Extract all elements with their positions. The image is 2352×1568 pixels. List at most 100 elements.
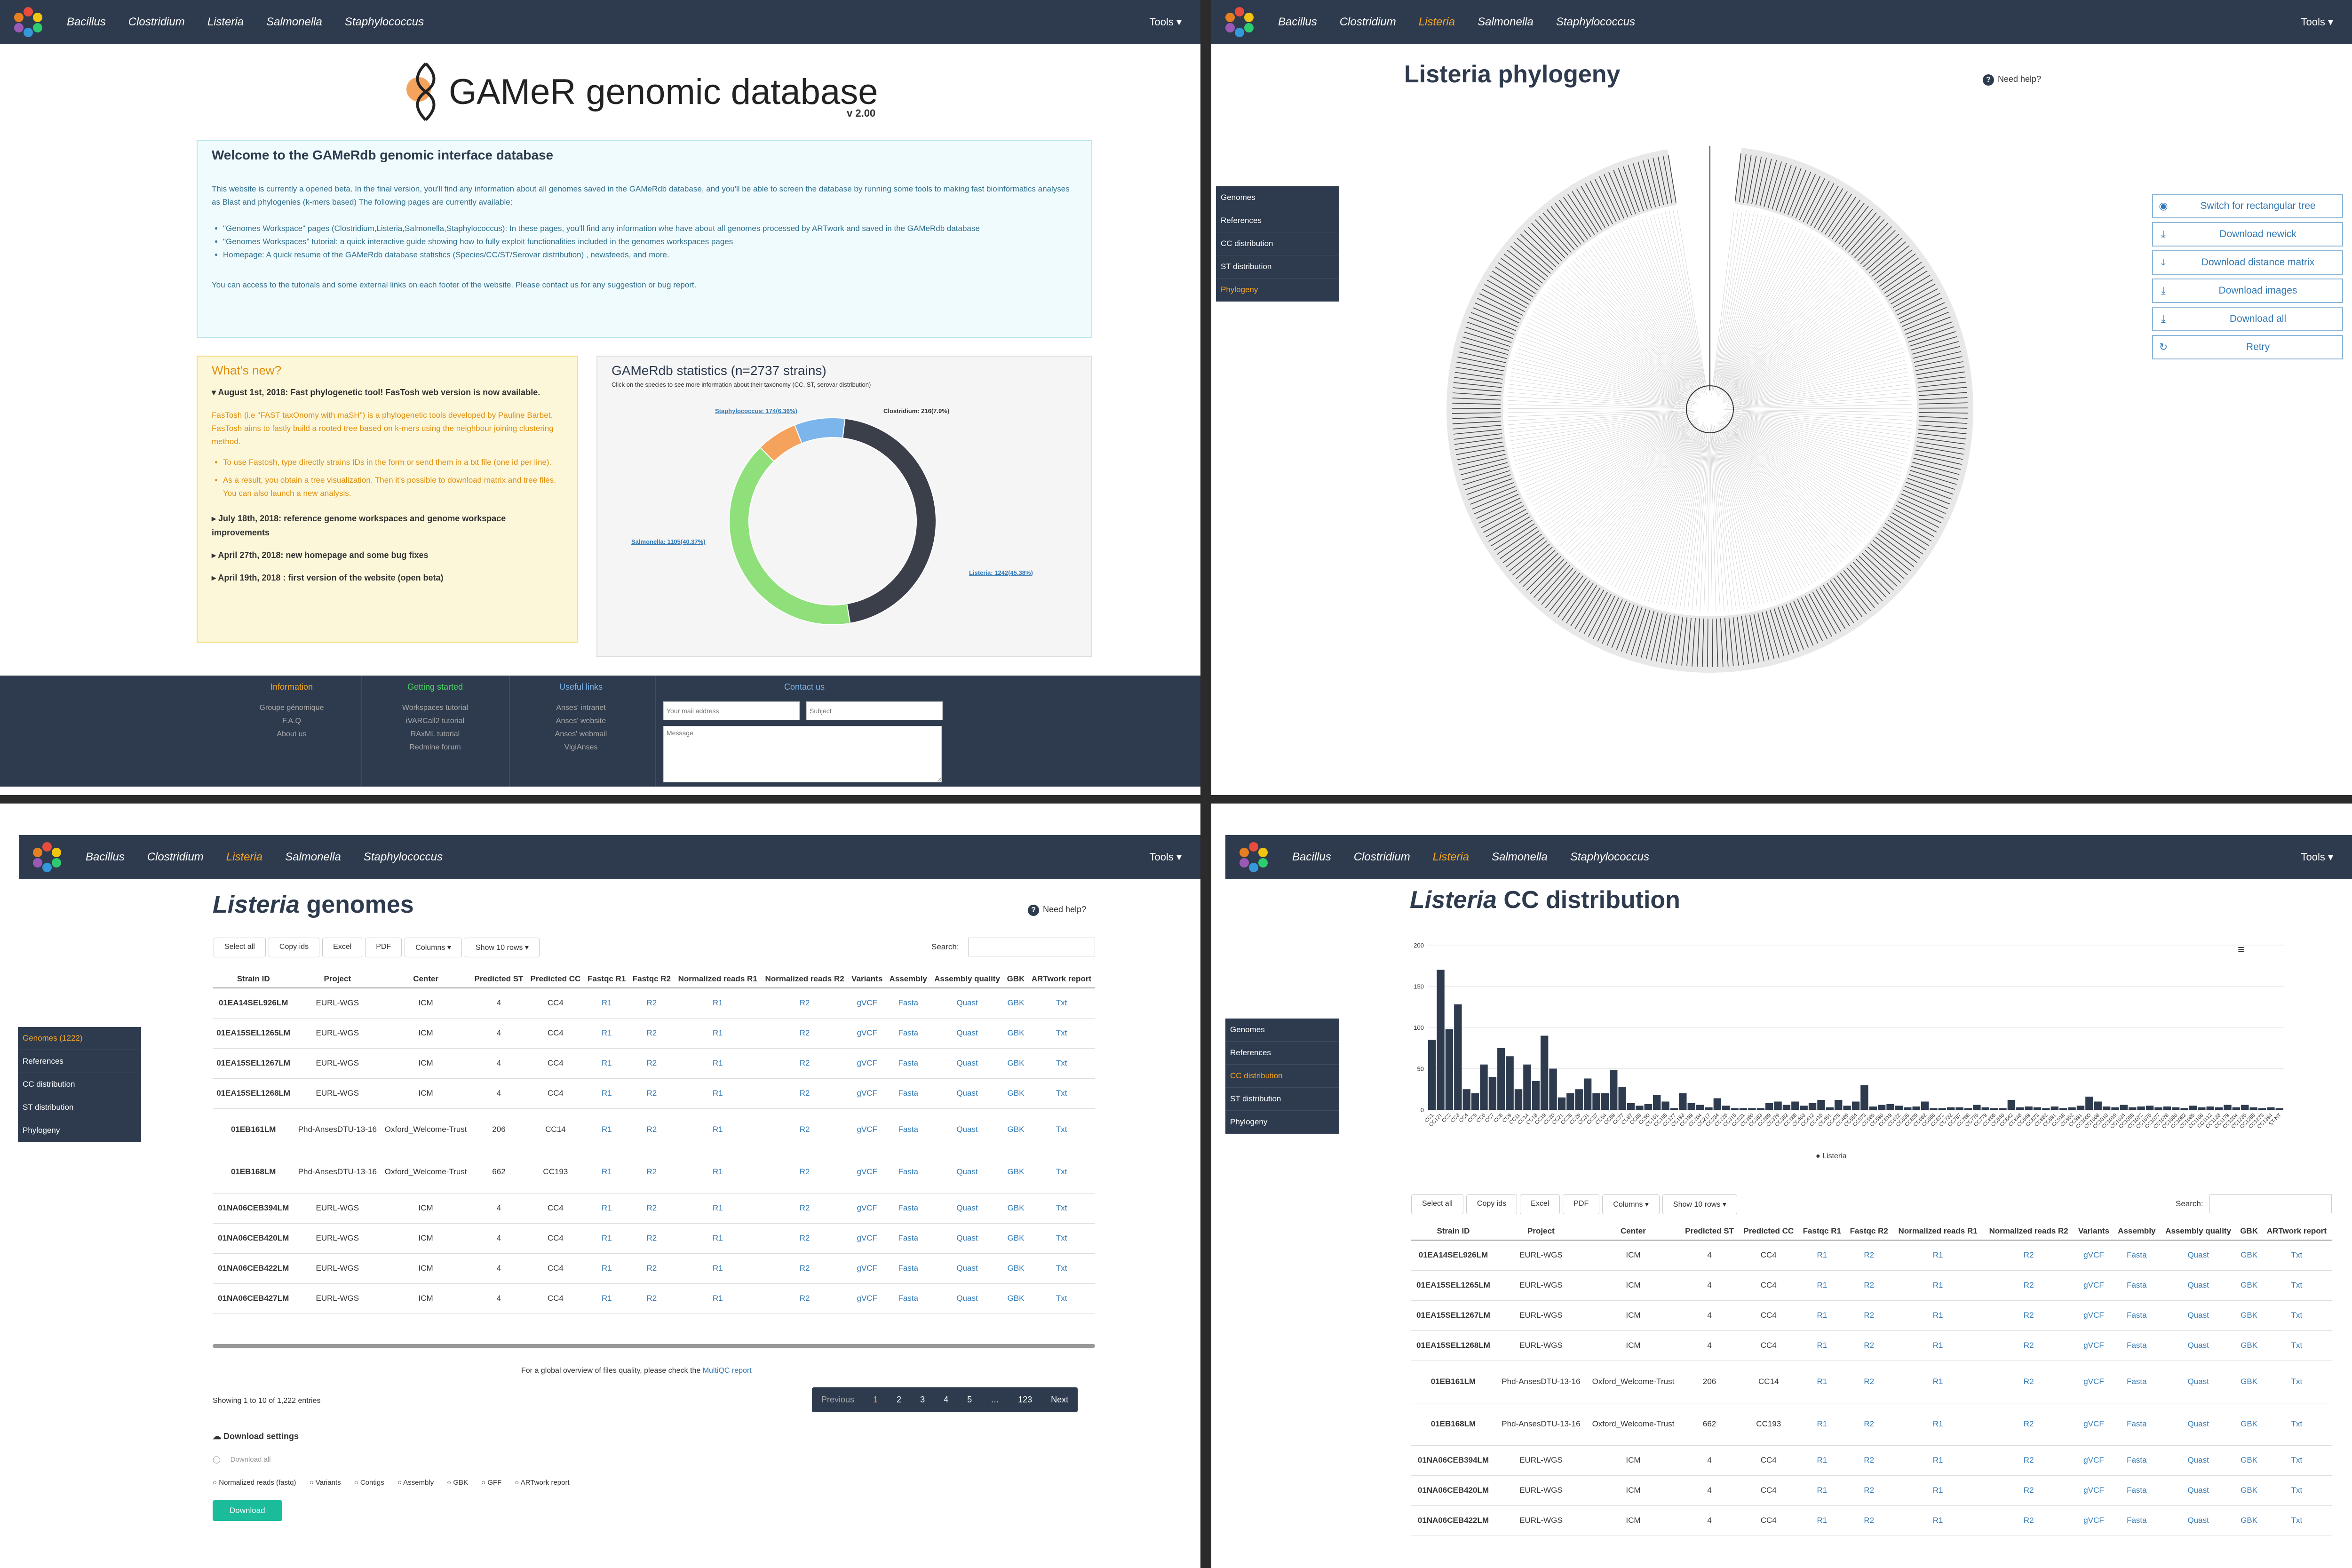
side-item-references[interactable]: References: [1216, 209, 1339, 232]
cell-link[interactable]: Txt: [2261, 1505, 2332, 1536]
bar[interactable]: [1981, 1107, 1989, 1110]
cell-link[interactable]: Quast: [2160, 1240, 2237, 1271]
bar[interactable]: [2258, 1108, 2266, 1110]
nav-clostridium[interactable]: Clostridium: [147, 851, 204, 863]
cell-link[interactable]: Txt: [1028, 1253, 1095, 1284]
gamer-logo-icon[interactable]: [32, 842, 62, 872]
cell-link[interactable]: Quast: [930, 1078, 1004, 1109]
column-header[interactable]: Variants: [2074, 1223, 2114, 1241]
cell-link[interactable]: R2: [1983, 1270, 2074, 1301]
search-input[interactable]: [2209, 1194, 2332, 1213]
column-header[interactable]: Center: [381, 971, 471, 988]
table-row[interactable]: 01EA15SEL1265LM EURL-WGS ICM 4 CC4 R1 R2 R1 R2 gV…: [1411, 1270, 2332, 1301]
cell-link[interactable]: R1: [674, 988, 762, 1019]
cell-link[interactable]: Fasta: [886, 1108, 931, 1151]
cc-bar-chart[interactable]: 050100150200CC1CC121CC2CC3CC4CC5CC6CC7CC…: [1409, 936, 2303, 1152]
switch-tree-button[interactable]: ◉ Switch for rectangular tree: [2152, 194, 2343, 218]
column-header[interactable]: Variants: [848, 971, 886, 988]
phylogenetic-tree[interactable]: [1437, 136, 1983, 682]
multiqc-link[interactable]: MultiQC report: [702, 1367, 752, 1375]
cell-link[interactable]: GBK: [1003, 1193, 1028, 1224]
table-row[interactable]: 01EB168LM Phd-AnsesDTU-13-16 Oxford_Welcom…: [1411, 1403, 2332, 1446]
cell-link[interactable]: Txt: [1028, 1108, 1095, 1151]
column-header[interactable]: Project: [294, 971, 381, 988]
bar[interactable]: [1843, 1106, 1851, 1110]
cell-link[interactable]: R2: [761, 1193, 849, 1224]
news-item[interactable]: ▸ July 18th, 2018: reference genome work…: [212, 514, 506, 537]
cell-link[interactable]: R2: [1845, 1403, 1893, 1446]
bar[interactable]: [1497, 1048, 1505, 1110]
cell-link[interactable]: GBK: [1003, 1108, 1028, 1151]
cell-link[interactable]: Quast: [930, 1151, 1004, 1194]
bar[interactable]: [1800, 1106, 1808, 1110]
cell-link[interactable]: R1: [1798, 1403, 1846, 1446]
nav-clostridium[interactable]: Clostridium: [1353, 851, 1410, 863]
cell-link[interactable]: Quast: [2160, 1445, 2237, 1476]
cell-link[interactable]: R1: [674, 1048, 762, 1079]
cell-link[interactable]: Txt: [2261, 1403, 2332, 1446]
cell-link[interactable]: R2: [1983, 1361, 2074, 1403]
bar[interactable]: [1618, 1087, 1626, 1110]
bar[interactable]: [1930, 1108, 1938, 1110]
cell-link[interactable]: Txt: [2261, 1445, 2332, 1476]
bar[interactable]: [1739, 1108, 1748, 1110]
column-header[interactable]: GBK: [1003, 971, 1028, 988]
pdf-button[interactable]: PDF: [1563, 1194, 1600, 1214]
cell-link[interactable]: R2: [1845, 1505, 1893, 1536]
retry-button[interactable]: ↻ Retry: [2152, 335, 2343, 359]
cell-link[interactable]: R1: [584, 1223, 629, 1254]
table-row[interactable]: 01EA15SEL1267LM EURL-WGS ICM 4 CC4 R1 R2 R1 R2 gV…: [1411, 1300, 2332, 1331]
column-header[interactable]: ARTwork report: [2261, 1223, 2332, 1241]
bar[interactable]: [1583, 1078, 1592, 1110]
bar[interactable]: [1540, 1035, 1549, 1110]
gamer-logo-icon[interactable]: [1239, 842, 1269, 872]
cell-link[interactable]: R1: [1892, 1403, 1984, 1446]
column-header[interactable]: Strain ID: [213, 971, 294, 988]
page-button[interactable]: 123: [1018, 1395, 1033, 1404]
bar[interactable]: [1964, 1108, 1972, 1110]
cell-link[interactable]: gVCF: [848, 1223, 886, 1254]
news-item[interactable]: ▾ August 1st, 2018: Fast phylogenetic to…: [212, 388, 540, 397]
cell-link[interactable]: Fasta: [2113, 1445, 2160, 1476]
chart-menu-icon[interactable]: ≡: [2238, 942, 2245, 956]
bar[interactable]: [1428, 1040, 1436, 1110]
cell-link[interactable]: GBK: [1003, 1018, 1028, 1049]
cell-link[interactable]: R1: [1798, 1475, 1846, 1506]
cell-link[interactable]: Txt: [2261, 1270, 2332, 1301]
nav-clostridium[interactable]: Clostridium: [1339, 16, 1396, 28]
cell-link[interactable]: R1: [1798, 1361, 1846, 1403]
cell-link[interactable]: Quast: [930, 988, 1004, 1019]
footer-link[interactable]: Anses' website: [556, 717, 606, 725]
download-matrix-button[interactable]: ⤓ Download distance matrix: [2152, 250, 2343, 275]
footer-link[interactable]: About us: [277, 730, 307, 738]
donut-label-clostridium[interactable]: Clostridium: 216(7.9%): [883, 407, 950, 414]
tools-menu[interactable]: Tools ▾: [2301, 851, 2333, 863]
nav-bacillus[interactable]: Bacillus: [67, 16, 106, 28]
column-header[interactable]: Center: [1586, 1223, 1680, 1241]
bar[interactable]: [1523, 1064, 1531, 1110]
cell-link[interactable]: gVCF: [2074, 1270, 2114, 1301]
bar[interactable]: [1661, 1101, 1669, 1110]
bar[interactable]: [1653, 1095, 1661, 1110]
cell-link[interactable]: Fasta: [2113, 1270, 2160, 1301]
cell-link[interactable]: Quast: [930, 1048, 1004, 1079]
bar[interactable]: [1817, 1100, 1825, 1110]
column-header[interactable]: Assembly: [2113, 1223, 2160, 1241]
cell-link[interactable]: R2: [629, 1048, 675, 1079]
cell-link[interactable]: gVCF: [848, 988, 886, 1019]
cell-link[interactable]: R2: [761, 988, 849, 1019]
footer-link[interactable]: Anses' intranet: [556, 704, 606, 712]
cell-link[interactable]: Txt: [1028, 988, 1095, 1019]
bar[interactable]: [2102, 1106, 2111, 1110]
cell-link[interactable]: GBK: [1003, 988, 1028, 1019]
cell-link[interactable]: R1: [674, 1078, 762, 1109]
cell-link[interactable]: R2: [629, 1283, 675, 1314]
table-row[interactable]: 01NA06CEB394LM EURL-WGS ICM 4 CC4 R1 R2 R1 R2 gVC…: [213, 1193, 1095, 1224]
side-item-st-distribution[interactable]: ST distribution: [18, 1096, 141, 1119]
cell-link[interactable]: Fasta: [886, 1151, 931, 1194]
cell-link[interactable]: Txt: [1028, 1078, 1095, 1109]
cell-link[interactable]: Txt: [1028, 1048, 1095, 1079]
download-newick-button[interactable]: ⤓ Download newick: [2152, 222, 2343, 247]
gamer-logo-icon[interactable]: [13, 7, 43, 37]
table-row[interactable]: 01EA15SEL1265LM EURL-WGS ICM 4 CC4 R1 R2 R1 R2 gV…: [213, 1018, 1095, 1049]
